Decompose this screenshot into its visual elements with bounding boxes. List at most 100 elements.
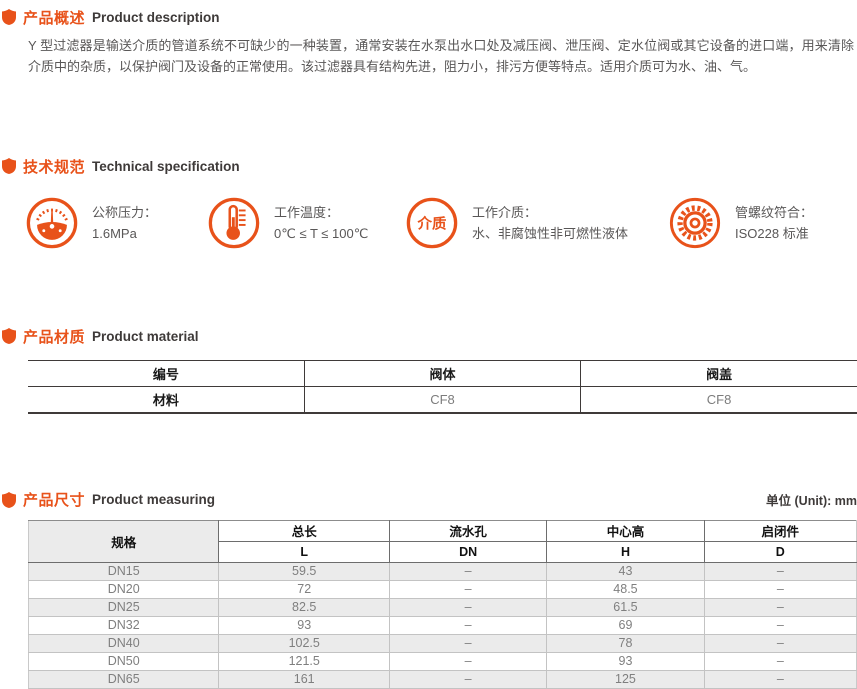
- table-cell: –: [703, 651, 857, 671]
- table-cell: –: [388, 597, 548, 617]
- table-row: DN20 72 – 48.5 –: [27, 579, 857, 599]
- table-cell: DN65: [27, 669, 220, 689]
- table-row: DN25 82.5 – 61.5 –: [27, 597, 857, 617]
- unit-label: 单位 (Unit): mm: [766, 493, 857, 508]
- spec-item-thread: 管螺纹符合： ISO228 标准: [668, 196, 813, 250]
- material-title-zh: 产品材质: [23, 328, 86, 346]
- gear-icon: [669, 197, 721, 249]
- techspec-title-en: Technical specification: [92, 158, 240, 174]
- table-cell: –: [388, 579, 548, 599]
- measuring-title-group: 产品尺寸 Product measuring: [0, 490, 215, 510]
- material-header-cell: 编号: [28, 360, 305, 387]
- material-section-header: 产品材质 Product material: [0, 326, 857, 346]
- material-header-cell: 阀盖: [580, 360, 857, 387]
- table-cell: 121.5: [218, 651, 390, 671]
- material-value-cell: CF8: [303, 386, 582, 414]
- techspec-title-zh: 技术规范: [23, 158, 86, 176]
- material-header-cell: 阀体: [303, 360, 582, 387]
- measuring-header-cell: 规格: [27, 519, 220, 563]
- table-row: DN15 59.5 – 43 –: [27, 561, 857, 581]
- table-cell: 61.5: [546, 597, 705, 617]
- medium-badge-icon: 介质: [406, 197, 458, 249]
- table-cell: 59.5: [218, 561, 390, 581]
- table-cell: DN32: [27, 615, 220, 635]
- measuring-header-cell: D: [703, 540, 857, 563]
- table-cell: DN15: [27, 561, 220, 581]
- table-cell: –: [703, 615, 857, 635]
- table-cell: DN50: [27, 651, 220, 671]
- spec-item-temperature: 工作温度： 0℃ ≤ T ≤ 100℃: [207, 196, 368, 250]
- measuring-title-zh: 产品尺寸: [23, 492, 86, 509]
- table-cell: 102.5: [218, 633, 390, 653]
- shield-bullet-icon: [2, 9, 16, 25]
- material-header-row: 编号 阀体 阀盖: [28, 360, 857, 387]
- measuring-table-body: DN15 59.5 – 43 – DN20 72 – 48.5 – DN25 8…: [27, 561, 857, 689]
- measuring-header-cell: 启闭件: [703, 519, 857, 542]
- spec-text-temperature: 工作温度： 0℃ ≤ T ≤ 100℃: [274, 202, 368, 244]
- overview-title-en: Product description: [92, 9, 220, 25]
- spec-value: ISO228 标准: [735, 226, 809, 241]
- table-cell: –: [703, 579, 857, 599]
- spec-text-thread: 管螺纹符合： ISO228 标准: [735, 202, 813, 244]
- table-cell: DN20: [27, 579, 220, 599]
- measuring-group-header-row: 规格 总长 流水孔 中心高 启闭件: [27, 519, 857, 563]
- material-row-label: 材料: [28, 386, 305, 414]
- spec-value: 1.6MPa: [92, 226, 137, 241]
- measuring-header-cell: H: [546, 540, 705, 563]
- measuring-table-head: 规格 总长 流水孔 中心高 启闭件 L DN H D: [27, 519, 857, 563]
- measuring-header-cell: 流水孔: [388, 519, 548, 542]
- thermometer-icon: [208, 197, 260, 249]
- table-cell: 93: [546, 651, 705, 671]
- table-cell: 43: [546, 561, 705, 581]
- shield-bullet-icon: [2, 158, 16, 174]
- spec-value: 水、非腐蚀性非可燃性液体: [472, 226, 629, 241]
- spec-value: 0℃ ≤ T ≤ 100℃: [274, 226, 369, 241]
- table-cell: –: [703, 597, 857, 617]
- spacer: [0, 414, 857, 490]
- overview-title-zh: 产品概述: [23, 9, 86, 27]
- table-row: DN32 93 – 69 –: [27, 615, 857, 635]
- table-cell: –: [388, 669, 548, 689]
- table-cell: –: [388, 615, 548, 635]
- measuring-header-cell: 总长: [218, 519, 390, 542]
- pressure-gauge-icon: [26, 197, 78, 249]
- material-value-cell: CF8: [580, 386, 857, 414]
- spec-text-medium: 工作介质： 水、非腐蚀性非可燃性液体: [472, 202, 628, 244]
- table-cell: 78: [546, 633, 705, 653]
- overview-paragraph: Y 型过滤器是输送介质的管道系统不可缺少的一种装置，通常安装在水泵出水口处及减压…: [28, 38, 854, 74]
- table-cell: 161: [218, 669, 390, 689]
- table-cell: –: [703, 561, 857, 581]
- measuring-header-cell: L: [218, 540, 390, 563]
- material-data-row: 材料 CF8 CF8: [28, 386, 857, 414]
- spacer: [0, 77, 857, 156]
- table-row: DN40 102.5 – 78 –: [27, 633, 857, 653]
- techspec-items-row: 公称压力： 1.6MPa 工作温度： 0℃ ≤ T ≤ 100℃: [0, 196, 857, 256]
- spec-label: 工作介质：: [472, 205, 538, 220]
- table-cell: DN40: [27, 633, 220, 653]
- spec-label: 公称压力：: [92, 205, 158, 220]
- measuring-header-cell: DN: [388, 540, 548, 563]
- medium-badge-text: 介质: [417, 214, 447, 232]
- table-cell: 82.5: [218, 597, 390, 617]
- spec-label: 工作温度：: [274, 205, 340, 220]
- measuring-header-cell: 中心高: [546, 519, 705, 542]
- table-cell: –: [703, 669, 857, 689]
- table-cell: 72: [218, 579, 390, 599]
- table-cell: 48.5: [546, 579, 705, 599]
- table-cell: DN25: [27, 597, 220, 617]
- table-cell: –: [388, 651, 548, 671]
- shield-bullet-icon: [2, 328, 16, 344]
- spec-label: 管螺纹符合：: [735, 205, 814, 220]
- measuring-section-header: 产品尺寸 Product measuring 单位 (Unit): mm: [0, 490, 857, 510]
- material-table: 编号 阀体 阀盖 材料 CF8 CF8: [28, 360, 857, 414]
- overview-section-header: 产品概述 Product description: [0, 7, 857, 27]
- spec-item-medium: 介质 工作介质： 水、非腐蚀性非可燃性液体: [405, 196, 628, 250]
- techspec-section-header: 技术规范 Technical specification: [0, 156, 857, 176]
- measuring-table: 规格 总长 流水孔 中心高 启闭件 L DN H D DN15 59.5 – 4…: [27, 519, 857, 689]
- table-cell: 125: [546, 669, 705, 689]
- measuring-symbol-header-row: L DN H D: [29, 540, 857, 563]
- table-row: DN65 161 – 125 –: [27, 669, 857, 689]
- table-cell: –: [388, 561, 548, 581]
- shield-bullet-icon: [2, 491, 16, 508]
